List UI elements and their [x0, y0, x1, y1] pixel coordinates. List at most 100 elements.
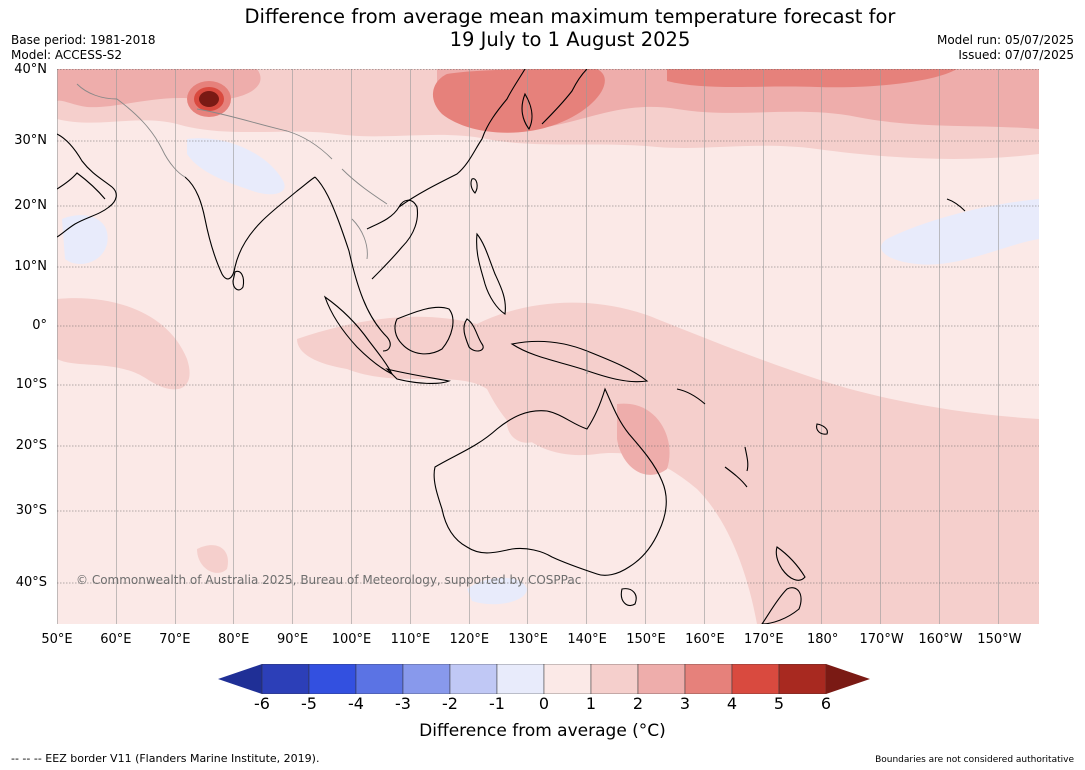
- coast-fiji: [816, 423, 828, 435]
- coast-china: [398, 69, 526, 208]
- colorbar-tick-label: 2: [632, 694, 644, 713]
- colorbar-swatch: [308, 664, 357, 694]
- latitude-label: 40°N: [14, 62, 47, 77]
- colorbar-tick-label: 0: [538, 694, 550, 713]
- colorbar-swatch: [637, 664, 686, 694]
- coast-solomons: [676, 388, 706, 405]
- map-canvas: [57, 69, 1039, 624]
- colorbar-swatch: [543, 664, 592, 694]
- border-indochina: [341, 168, 388, 205]
- shade-coral-sea-warm: [617, 403, 670, 475]
- longitude-label: 110°E: [390, 632, 431, 647]
- longitude-label: 80°E: [218, 632, 250, 647]
- coast-hawaii: [946, 198, 966, 212]
- base-period: Base period: 1981-2018: [11, 33, 156, 47]
- latitude-label: 30°S: [15, 503, 47, 518]
- latitude-label: 10°S: [15, 377, 47, 392]
- model-name: Model: ACCESS-S2: [11, 48, 123, 62]
- coast-sulawesi: [463, 318, 484, 352]
- latitude-label: 20°N: [14, 198, 47, 213]
- longitude-label: 140°E: [567, 632, 607, 647]
- shade-west-warm: [197, 545, 228, 573]
- colorbar-swatch: [261, 664, 310, 694]
- coast-nz-north: [775, 546, 806, 581]
- shade-aus-central-warm: [506, 418, 537, 443]
- latitude-label: 10°N: [14, 259, 47, 274]
- shade-north-hot-2: [667, 69, 957, 88]
- longitude-label: 130°E: [508, 632, 548, 647]
- model-run-date: Model run: 05/07/2025: [936, 33, 1074, 47]
- longitude-label: 170°W: [859, 632, 904, 647]
- anomaly-shading: [57, 69, 1039, 624]
- colorbar-tick-label: -5: [301, 694, 317, 713]
- colorbar: [218, 664, 870, 694]
- longitude-label: 50°E: [41, 632, 73, 647]
- border-iran: [76, 83, 118, 100]
- coast-india: [184, 176, 316, 280]
- latitude-label: 0°: [32, 318, 47, 333]
- coast-tasmania: [620, 588, 637, 607]
- longitude-label: 160°W: [918, 632, 963, 647]
- coast-indochina: [366, 199, 419, 280]
- copyright-watermark: © Commonwealth of Australia 2025, Bureau…: [76, 573, 582, 587]
- country-borders: [76, 83, 588, 374]
- longitude-label: 150°W: [977, 632, 1022, 647]
- coast-borneo: [394, 306, 454, 355]
- graticule: [57, 69, 999, 624]
- border-thai: [351, 218, 368, 260]
- colorbar-extend-low: [218, 664, 262, 694]
- shade-tasman-cool: [467, 577, 527, 605]
- colorbar-swatch: [496, 664, 545, 694]
- issued-date: Issued: 07/07/2025: [958, 48, 1074, 62]
- boundaries-disclaimer: Boundaries are not considered authoritat…: [875, 755, 1074, 765]
- coast-malay: [362, 298, 391, 352]
- longitude-label: 150°E: [626, 632, 666, 647]
- shade-india-cool: [187, 138, 285, 195]
- coast-australia: [433, 387, 667, 576]
- colorbar-swatch: [731, 664, 780, 694]
- colorbar-swatch: [449, 664, 498, 694]
- longitude-label: 90°E: [276, 632, 309, 647]
- coast-korea: [521, 92, 533, 131]
- coastlines: [57, 69, 966, 624]
- shade-north-hot: [432, 69, 605, 133]
- colorbar-tick-label: 6: [820, 694, 832, 713]
- colorbar-tick-label: -3: [395, 694, 411, 713]
- colorbar-tick-label: 4: [726, 694, 738, 713]
- map-title-line2: 19 July to 1 August 2025: [449, 28, 691, 51]
- longitude-label: 160°E: [685, 632, 725, 647]
- longitude-label: 180°: [807, 632, 839, 647]
- coast-philippines: [476, 232, 506, 315]
- coast-japan: [541, 69, 588, 125]
- colorbar-swatch: [402, 664, 451, 694]
- longitude-label: 120°E: [449, 632, 490, 647]
- latitude-label: 40°S: [15, 575, 47, 590]
- colorbar-tick-label: -2: [442, 694, 458, 713]
- colorbar-tick-label: -1: [489, 694, 505, 713]
- coast-arabia: [57, 133, 117, 238]
- forecast-map: © Commonwealth of Australia 2025, Bureau…: [57, 69, 1039, 624]
- shade-hotspot-core: [199, 91, 219, 107]
- latitude-label: 20°S: [15, 438, 47, 453]
- coast-java: [385, 367, 451, 384]
- shade-arabia-cool: [62, 215, 108, 264]
- latitude-label: 30°N: [14, 133, 47, 148]
- coast-gulf: [57, 172, 106, 200]
- colorbar-tick-label: 1: [585, 694, 597, 713]
- coast-vanuatu: [744, 446, 749, 472]
- coast-srilanka: [232, 270, 245, 291]
- colorbar-swatch: [355, 664, 404, 694]
- colorbar-tick-label: 5: [773, 694, 785, 713]
- longitude-label: 60°E: [100, 632, 132, 647]
- colorbar-swatch: [684, 664, 733, 694]
- colorbar-tick-label: 3: [679, 694, 691, 713]
- border-india-china: [196, 108, 333, 160]
- coast-taiwan: [470, 178, 478, 194]
- shade-indian-ocean-warm: [57, 298, 190, 390]
- shade-pacific-cool: [881, 199, 1039, 265]
- longitude-label: 170°E: [744, 632, 784, 647]
- colorbar-extend-high: [826, 664, 870, 694]
- colorbar-title: Difference from average (°C): [419, 721, 666, 741]
- colorbar-swatch: [778, 664, 827, 694]
- colorbar-tick-label: -4: [348, 694, 364, 713]
